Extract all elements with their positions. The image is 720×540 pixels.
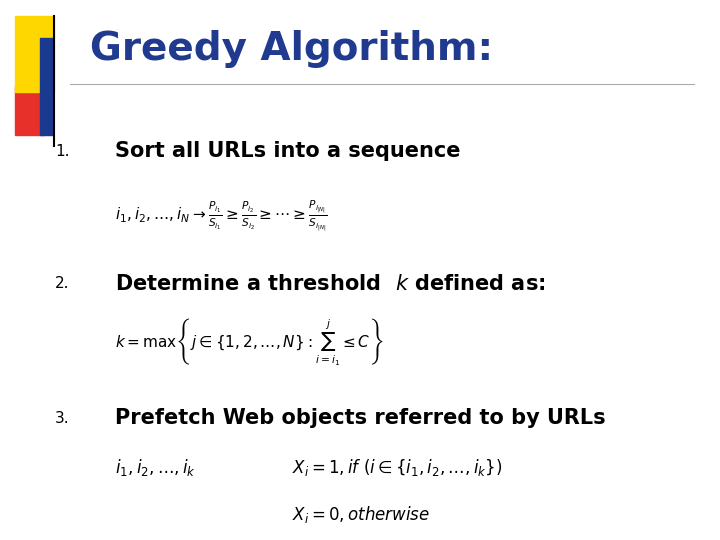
Text: $i_1, i_2, \ldots, i_N \rightarrow \frac{P_{i_1}}{S_{i_1}} \geq \frac{P_{i_2}}{S: $i_1, i_2, \ldots, i_N \rightarrow \frac…: [114, 199, 328, 233]
Bar: [40, 38, 53, 135]
Bar: [15, 86, 45, 135]
Text: Sort all URLs into a sequence: Sort all URLs into a sequence: [114, 141, 460, 161]
Text: $i_1, i_2, \ldots, i_k$: $i_1, i_2, \ldots, i_k$: [114, 457, 196, 477]
Text: Greedy Algorithm:: Greedy Algorithm:: [91, 30, 493, 68]
Text: 1.: 1.: [55, 144, 70, 159]
Bar: [15, 16, 53, 92]
Text: $k = \max\left\{ j \in \{1,2,\ldots,N\}: \sum_{i=i_1}^{j} \leq C \right\}$: $k = \max\left\{ j \in \{1,2,\ldots,N\}:…: [114, 318, 384, 368]
Text: $X_i = 1, if\ (i \in \{i_1, i_2, \ldots, i_k\})$: $X_i = 1, if\ (i \in \{i_1, i_2, \ldots,…: [292, 457, 503, 477]
Text: Determine a threshold  $k$ defined as:: Determine a threshold $k$ defined as:: [114, 273, 545, 294]
Text: $X_i = 0, otherwise$: $X_i = 0, otherwise$: [292, 504, 430, 524]
Text: 3.: 3.: [55, 411, 70, 426]
Text: Prefetch Web objects referred to by URLs: Prefetch Web objects referred to by URLs: [114, 408, 606, 429]
Text: 2.: 2.: [55, 276, 70, 291]
